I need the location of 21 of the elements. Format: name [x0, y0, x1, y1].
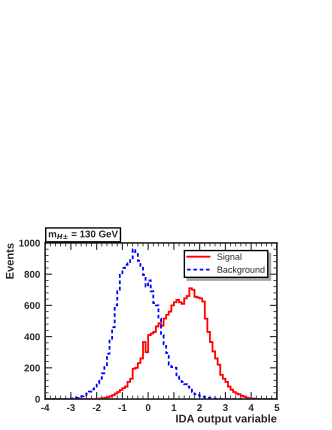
- x-tick-label: -2: [92, 404, 101, 411]
- x-tick-label: 4: [248, 404, 254, 411]
- y-tick-label: 200: [24, 364, 40, 372]
- x-axis-title: IDA output variable: [176, 414, 277, 425]
- y-tick-label: 0: [35, 396, 40, 403]
- y-tick-label: 1000: [19, 240, 40, 247]
- y-tick-label: 600: [24, 302, 40, 310]
- x-tick-label: 1: [172, 404, 176, 411]
- x-tick-label: -4: [41, 404, 50, 411]
- y-tick-label: 400: [24, 333, 40, 340]
- legend-label: Signal: [217, 253, 242, 262]
- x-tick-label: -3: [66, 404, 75, 412]
- legend-label: Background: [218, 266, 264, 275]
- y-tick-label: 800: [24, 270, 40, 278]
- y-axis-title: Events: [6, 243, 14, 279]
- x-tick-label: 0: [146, 404, 150, 412]
- x-tick-label: -1: [118, 404, 126, 411]
- x-tick-label: 2: [197, 404, 202, 411]
- x-tick-label: 3: [222, 404, 228, 412]
- x-tick-label: 5: [274, 404, 280, 412]
- chart-title: m$_{H±}$ = 130 GeV: [48, 230, 118, 239]
